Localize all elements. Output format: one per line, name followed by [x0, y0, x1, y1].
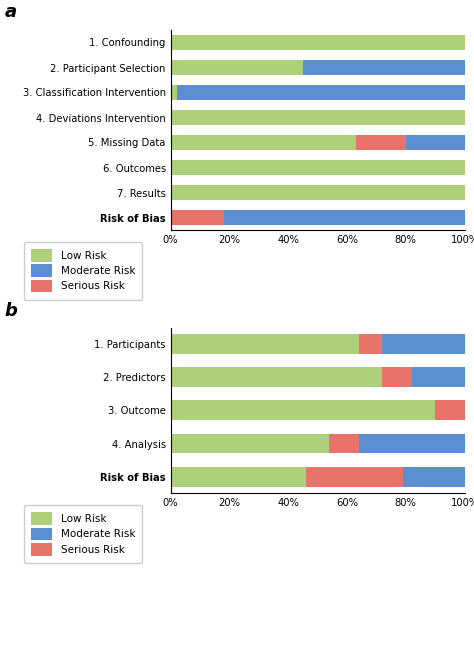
Bar: [171, 85, 176, 100]
Bar: [382, 367, 411, 387]
Bar: [359, 334, 382, 354]
Bar: [171, 367, 382, 387]
Bar: [303, 60, 465, 75]
Bar: [171, 334, 359, 354]
Bar: [435, 400, 465, 421]
Text: b: b: [5, 302, 18, 320]
Bar: [171, 185, 465, 200]
Bar: [176, 85, 465, 100]
Bar: [359, 434, 465, 454]
Bar: [329, 434, 359, 454]
Bar: [171, 135, 356, 150]
Bar: [406, 135, 465, 150]
Bar: [171, 60, 303, 75]
Bar: [171, 160, 465, 175]
Bar: [224, 210, 465, 225]
Bar: [171, 400, 435, 421]
Bar: [356, 135, 406, 150]
Bar: [171, 35, 465, 50]
Bar: [171, 434, 329, 454]
Bar: [171, 467, 306, 487]
Text: a: a: [5, 3, 17, 21]
Legend: Low Risk, Moderate Risk, Serious Risk: Low Risk, Moderate Risk, Serious Risk: [24, 242, 142, 300]
Bar: [382, 334, 465, 354]
Bar: [171, 110, 465, 125]
Bar: [306, 467, 403, 487]
Bar: [171, 210, 224, 225]
Legend: Low Risk, Moderate Risk, Serious Risk: Low Risk, Moderate Risk, Serious Risk: [24, 505, 142, 563]
Bar: [403, 467, 465, 487]
Bar: [411, 367, 465, 387]
